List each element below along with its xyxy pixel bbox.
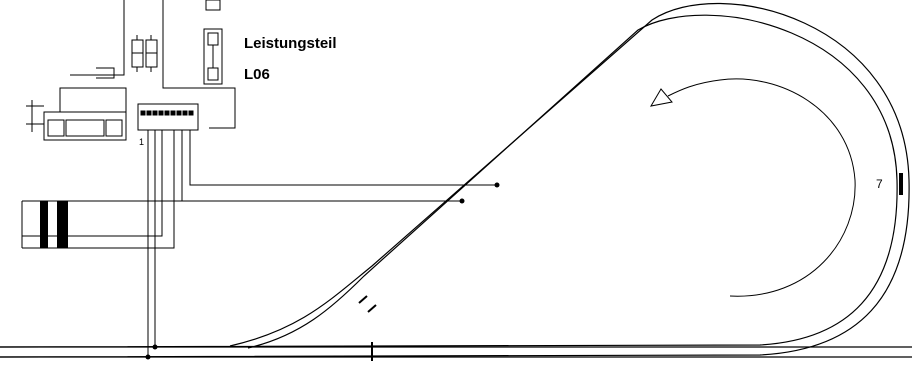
relay-icon	[131, 35, 158, 72]
track-loop	[0, 2, 912, 358]
junction-dot	[145, 354, 151, 360]
dsub-connector-icon	[26, 87, 127, 141]
gap-mark	[358, 295, 368, 304]
fuse-icon	[203, 28, 223, 85]
component-bracket	[96, 67, 115, 79]
wire-3	[22, 130, 163, 237]
wire-4	[22, 130, 175, 249]
outer-rail	[0, 2, 910, 358]
board-tab	[205, 0, 221, 11]
inner-rail	[0, 14, 898, 349]
isolator-mark	[57, 201, 68, 248]
pin-header-connector	[137, 103, 199, 131]
junction-dot	[152, 344, 158, 350]
pin-one-label: 1	[139, 137, 144, 147]
section-number: 7	[876, 177, 883, 191]
feeder-track	[21, 201, 68, 248]
direction-indicator	[650, 78, 856, 297]
track-gaps	[358, 295, 377, 361]
wire-6	[189, 130, 497, 186]
section-isolator-mark	[899, 173, 903, 195]
board-outline	[162, 0, 236, 129]
board-outline-left	[70, 30, 125, 76]
isolator-mark	[40, 201, 48, 248]
direction-arc	[667, 78, 856, 297]
wire-5	[181, 130, 462, 202]
gap-mark	[367, 304, 377, 313]
junctions	[145, 182, 500, 360]
wiring	[22, 130, 497, 357]
power-module	[26, 0, 236, 141]
junction-dot	[459, 198, 465, 204]
direction-arrow-icon	[650, 88, 673, 107]
module-code: L06	[244, 66, 270, 83]
module-title: Leistungsteil	[244, 35, 337, 52]
junction-dot	[494, 182, 500, 188]
